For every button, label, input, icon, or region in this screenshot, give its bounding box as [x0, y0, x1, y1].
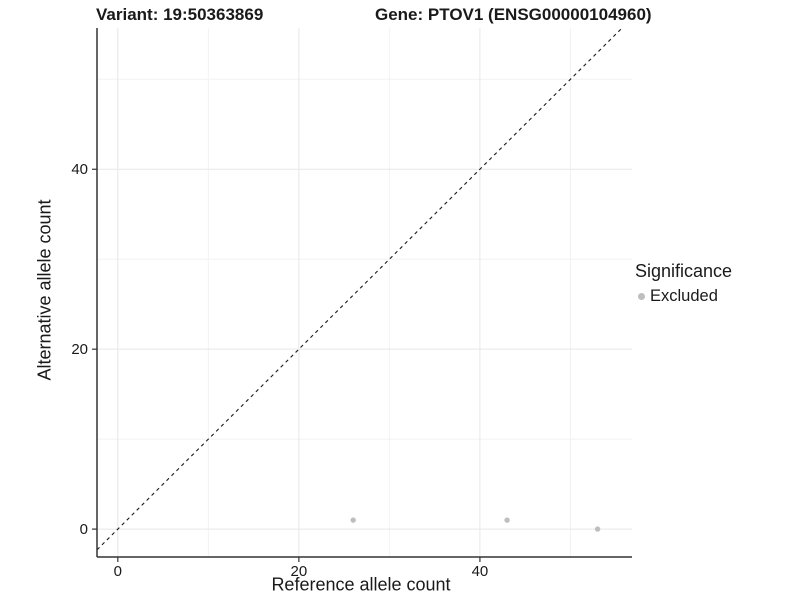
legend-item-label: Excluded: [650, 287, 718, 305]
x-tick-label: 0: [114, 563, 122, 580]
legend-title: Significance: [635, 261, 733, 281]
y-axis-title: Alternative allele count: [34, 199, 55, 381]
variant-title: Variant: 19:50363869: [96, 5, 264, 24]
legend-point-icon: [638, 293, 645, 300]
x-tick-label: 20: [291, 563, 308, 580]
y-tick-label: 0: [80, 521, 88, 538]
legend-item-excluded: Excluded: [635, 287, 732, 306]
x-tick-label: 40: [472, 563, 489, 580]
y-tick-label: 20: [71, 341, 88, 358]
data-point-excluded: [504, 517, 510, 523]
identity-dashed-line: [96, 27, 623, 551]
x-axis-title: Reference allele count: [271, 574, 451, 595]
y-tick-label: 40: [71, 161, 88, 178]
data-point-excluded: [594, 526, 601, 532]
gene-title: Gene: PTOV1 (ENSG00000104960): [375, 5, 652, 24]
legend: Significance Excluded: [635, 261, 732, 306]
data-point-excluded: [350, 517, 356, 523]
